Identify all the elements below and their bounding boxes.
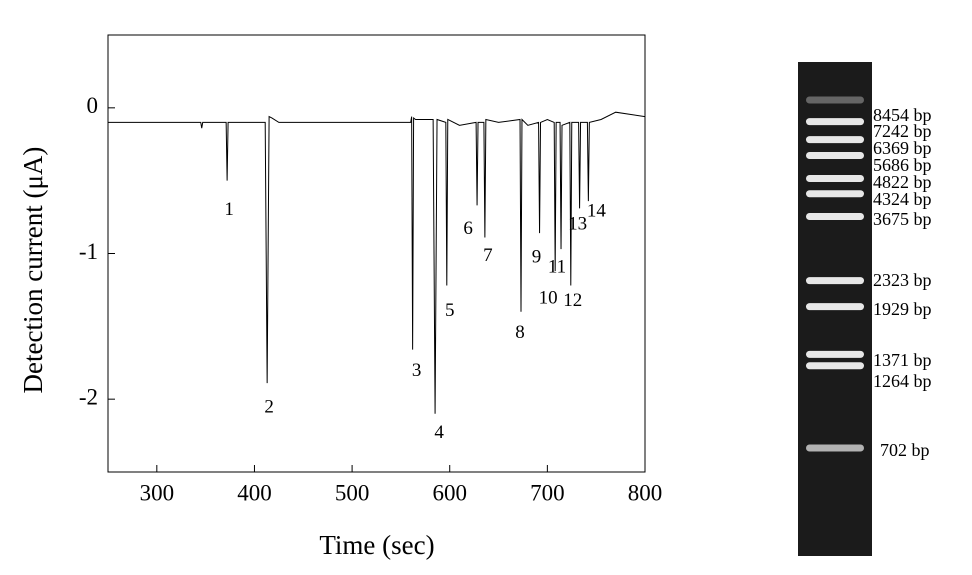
peak-label: 9 bbox=[532, 246, 542, 267]
band-label: 5686 bp bbox=[873, 155, 932, 175]
peak-label: 5 bbox=[445, 300, 455, 321]
gel-band bbox=[806, 190, 864, 198]
gel-band bbox=[806, 303, 864, 311]
x-tick-label: 800 bbox=[628, 480, 663, 505]
gel-band bbox=[806, 175, 864, 183]
peak-label: 14 bbox=[587, 200, 607, 221]
band-label: 1371 bp bbox=[873, 350, 932, 370]
band-label: 702 bp bbox=[880, 440, 930, 460]
band-label: 3675 bp bbox=[873, 209, 932, 229]
gel-band bbox=[806, 136, 864, 144]
band-label: 1929 bp bbox=[873, 299, 932, 319]
peak-label: 6 bbox=[463, 218, 473, 239]
y-tick-label: 0 bbox=[87, 93, 99, 118]
gel-band bbox=[806, 96, 864, 104]
peak-label: 2 bbox=[264, 397, 274, 418]
plot-frame bbox=[107, 34, 646, 473]
band-label: 7242 bp bbox=[873, 121, 932, 141]
gel-band bbox=[806, 118, 864, 126]
gel-band bbox=[806, 362, 864, 370]
y-tick-label: -2 bbox=[79, 384, 98, 409]
gel-band bbox=[806, 151, 864, 159]
band-label: 4822 bp bbox=[873, 172, 932, 192]
band-label: 1264 bp bbox=[873, 371, 932, 391]
gel-band bbox=[806, 350, 864, 358]
x-tick-label: 700 bbox=[530, 480, 565, 505]
peak-label: 8 bbox=[515, 322, 525, 343]
x-tick-label: 600 bbox=[432, 480, 467, 505]
peak-label: 11 bbox=[548, 256, 566, 277]
band-label: 2323 bp bbox=[873, 270, 932, 290]
y-tick-label: -1 bbox=[79, 239, 98, 264]
peak-label: 3 bbox=[412, 360, 422, 381]
peak-label: 10 bbox=[539, 287, 558, 308]
x-axis-title: Time (sec) bbox=[319, 530, 434, 560]
gel-band bbox=[806, 444, 864, 452]
gel-band bbox=[806, 213, 864, 221]
peak-label: 13 bbox=[568, 214, 587, 235]
x-tick-label: 300 bbox=[140, 480, 175, 505]
y-axis-title: Detection current (μA) bbox=[18, 147, 48, 394]
x-tick-label: 500 bbox=[335, 480, 370, 505]
gel-band bbox=[806, 277, 864, 285]
peak-label: 12 bbox=[563, 290, 582, 311]
peak-label: 1 bbox=[224, 199, 234, 220]
peak-label: 7 bbox=[483, 245, 493, 266]
x-tick-label: 400 bbox=[237, 480, 272, 505]
band-label: 6369 bp bbox=[873, 138, 932, 158]
band-label: 8454 bp bbox=[873, 105, 932, 125]
peak-label: 4 bbox=[434, 422, 444, 443]
band-label: 4324 bp bbox=[873, 189, 932, 209]
